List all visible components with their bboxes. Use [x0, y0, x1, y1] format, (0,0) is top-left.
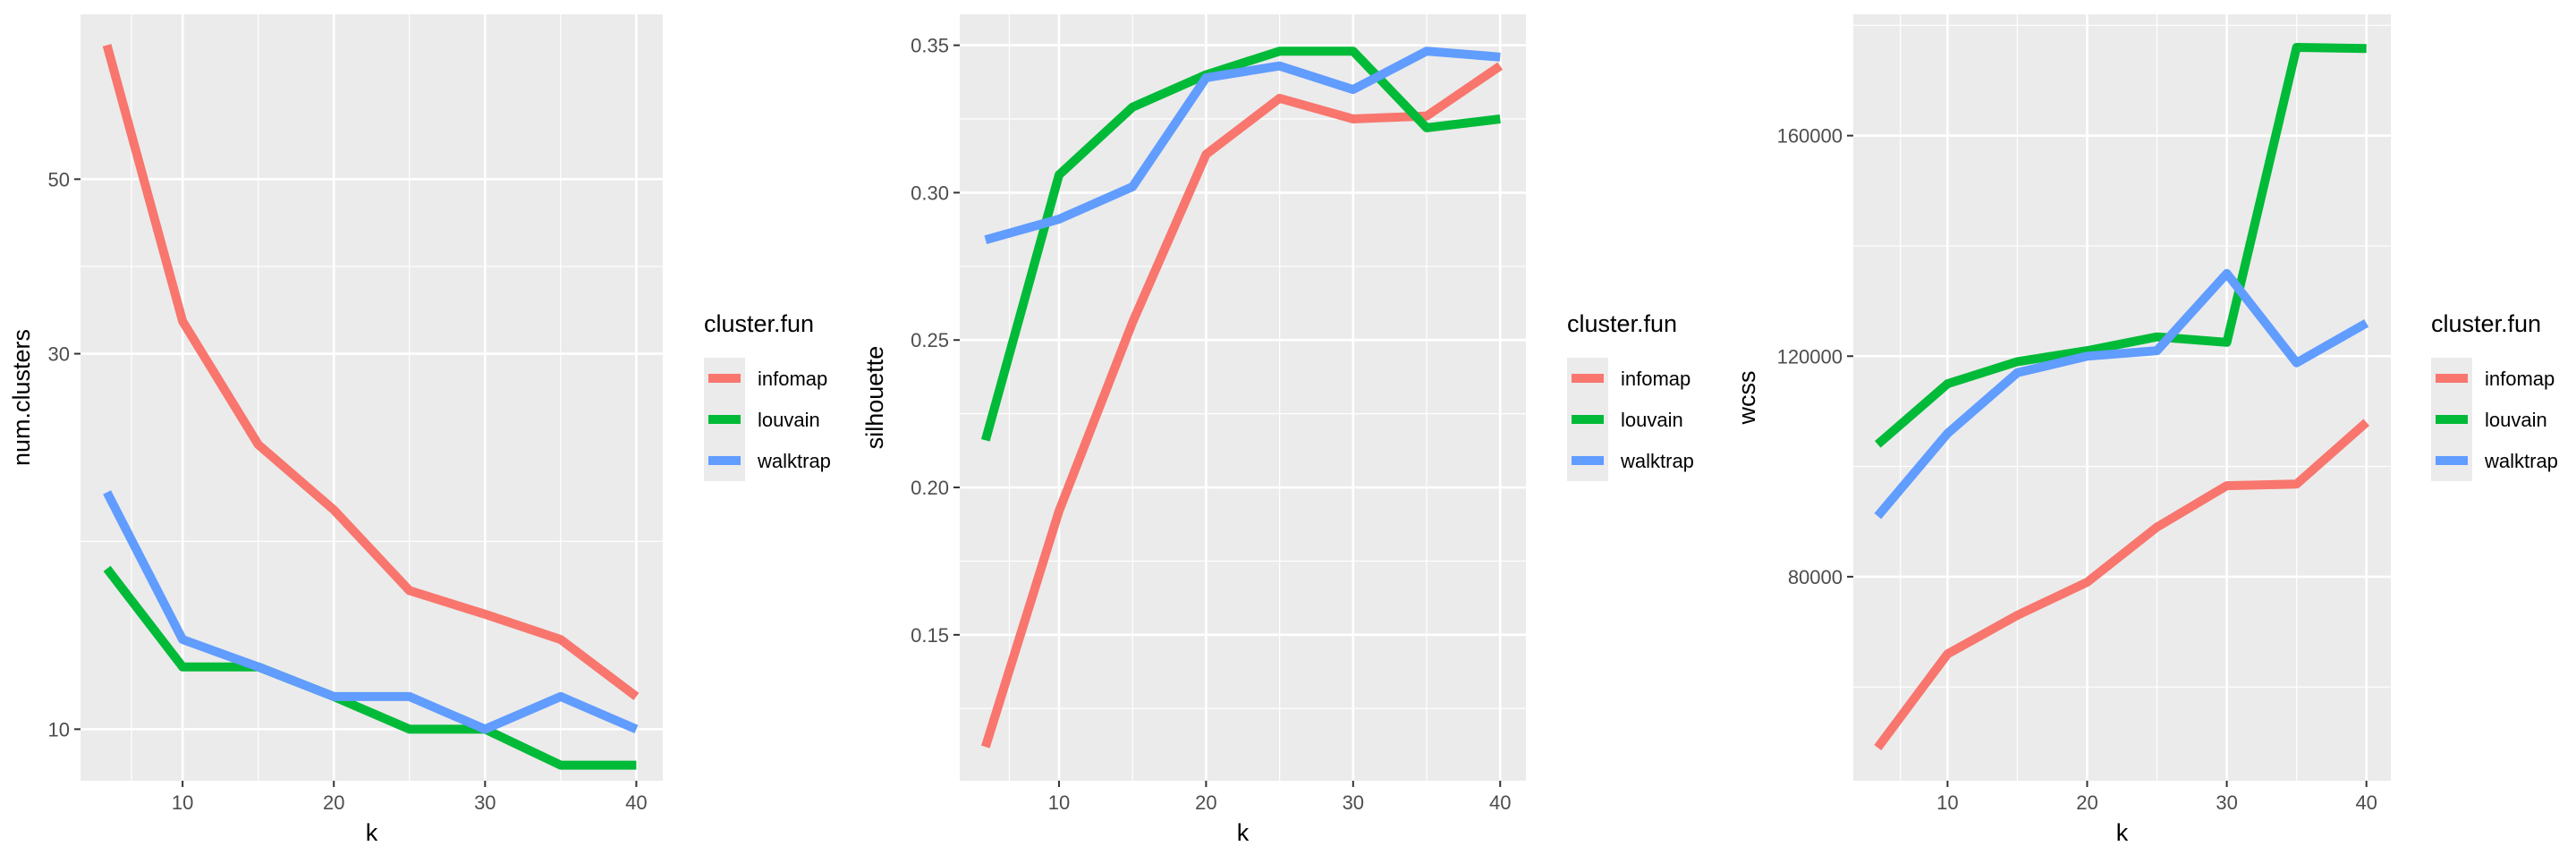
y-tick-label: 0.25: [911, 329, 949, 351]
legend-label-walktrap: walktrap: [757, 450, 831, 472]
y-tick-label: 0.35: [911, 35, 949, 57]
legend-label-infomap: infomap: [1621, 368, 1690, 390]
x-tick-label: 40: [1489, 791, 1511, 814]
legend-label-louvain: louvain: [1621, 409, 1683, 431]
legend: cluster.fun infomap louvain walktrap: [1567, 310, 1694, 481]
panel-2: 10 20 30 40 0.15 0.20 0.25 0.30 0.35 k silhouette c…: [861, 14, 1694, 846]
legend-label-infomap: infomap: [2485, 368, 2555, 390]
legend: cluster.fun infomap louvain walktrap: [2431, 310, 2558, 481]
y-tick-label: 0.20: [911, 477, 949, 499]
series-line-louvain: [1875, 43, 2367, 448]
x-tick-label: 30: [1343, 791, 1364, 814]
legend: cluster.fun infomap louvain walktrap: [704, 310, 831, 481]
y-tick-label: 0.15: [911, 624, 949, 647]
x-tick-label: 10: [1936, 791, 1958, 814]
panel-1: 10 20 30 40 10 30 50 k num.clusters cluster.fun in…: [8, 14, 831, 846]
x-axis-title: k: [2116, 819, 2129, 846]
x-tick-label: 10: [1048, 791, 1070, 814]
y-axis-title: wcss: [1733, 371, 1760, 426]
gridlines: [960, 14, 1526, 781]
series-line-infomap: [102, 44, 640, 700]
legend-label-walktrap: walktrap: [1620, 450, 1694, 472]
x-tick-label: 20: [323, 791, 344, 814]
y-tick-label: 160000: [1777, 125, 1843, 148]
series-line-walktrap: [984, 47, 1501, 245]
x-tick-label: 20: [1195, 791, 1216, 814]
y-axis-title: silhouette: [861, 346, 888, 450]
y-tick-label: 50: [48, 168, 70, 190]
legend-title: cluster.fun: [1567, 310, 1677, 337]
panel-background: [80, 14, 663, 781]
x-tick-label: 40: [625, 791, 647, 814]
y-axis-title: num.clusters: [8, 329, 35, 466]
panel-3: 10 20 30 40 80000 120000 160000 k wcss cluster.fu…: [1733, 14, 2558, 846]
x-tick-label: 40: [2355, 791, 2377, 814]
y-tick-label: 30: [48, 343, 70, 366]
legend-label-louvain: louvain: [758, 409, 820, 431]
legend-label-louvain: louvain: [2485, 409, 2547, 431]
panel-background: [960, 14, 1526, 781]
y-tick-label: 0.30: [911, 182, 949, 204]
series-line-infomap: [1874, 419, 2370, 750]
series-line-louvain: [980, 47, 1501, 442]
legend-title: cluster.fun: [704, 310, 814, 337]
x-axis-title: k: [1237, 819, 1250, 846]
x-axis-title: k: [366, 819, 378, 846]
x-tick-label: 20: [2076, 791, 2097, 814]
legend-label-walktrap: walktrap: [2484, 450, 2558, 472]
series-line-louvain: [103, 565, 637, 770]
y-tick-label: 10: [48, 718, 70, 740]
y-tick-label: 120000: [1777, 345, 1843, 368]
legend-title: cluster.fun: [2431, 310, 2541, 337]
series-line-walktrap: [1874, 268, 2369, 520]
series-line-walktrap: [103, 490, 639, 734]
gridlines: [80, 14, 663, 781]
x-tick-label: 30: [474, 791, 496, 814]
y-tick-label: 80000: [1788, 566, 1843, 588]
x-tick-label: 10: [172, 791, 193, 814]
legend-label-infomap: infomap: [758, 368, 827, 390]
x-tick-label: 30: [2216, 791, 2237, 814]
